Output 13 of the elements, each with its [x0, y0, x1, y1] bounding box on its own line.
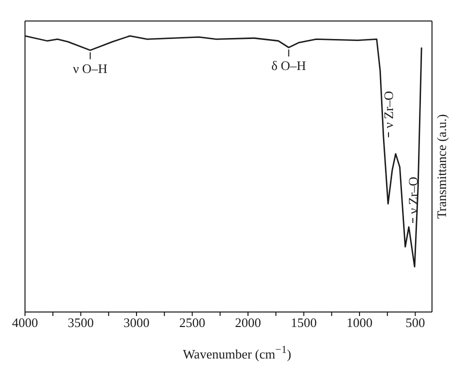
x-tick-label: 3000: [124, 315, 150, 330]
x-tick-label: 1500: [290, 315, 317, 330]
x-tick-label: 500: [406, 315, 426, 330]
annotation: δ O–H: [271, 58, 306, 74]
x-tick-label: 4000: [12, 315, 38, 330]
annotation: ν O–H: [73, 60, 108, 76]
y-axis-title: Transmittance (a.u.): [434, 114, 449, 219]
x-tick-label: 1000: [346, 315, 373, 330]
x-tick-label: 2500: [179, 315, 206, 330]
x-tick-label: 3500: [68, 315, 94, 330]
x-tick-label: 2000: [235, 315, 262, 330]
annotation: ν Zr–O: [380, 90, 396, 128]
x-axis-title: Wavenumber (cm$^{−1}$): [182, 344, 292, 362]
